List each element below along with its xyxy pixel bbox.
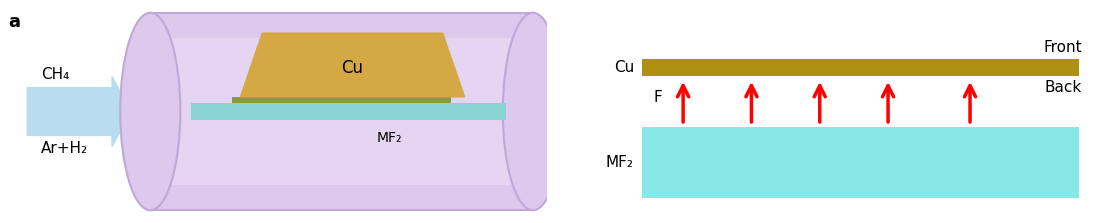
Polygon shape (240, 33, 465, 97)
Text: a: a (9, 13, 20, 31)
Text: MF₂: MF₂ (606, 155, 634, 170)
Text: F: F (654, 90, 662, 105)
Text: Cu: Cu (613, 60, 634, 75)
Text: MF₂: MF₂ (377, 131, 402, 145)
Bar (233, 97, 451, 103)
Bar (191, 103, 506, 120)
Text: Back: Back (1045, 80, 1082, 95)
Bar (151, 38, 533, 185)
Text: Ar+H₂: Ar+H₂ (42, 141, 89, 156)
Text: CH₄: CH₄ (42, 67, 69, 82)
Bar (643, 127, 1080, 198)
Text: Cu: Cu (341, 59, 364, 77)
Bar (151, 13, 533, 210)
FancyArrow shape (27, 76, 131, 147)
Text: Front: Front (1044, 40, 1082, 55)
Ellipse shape (503, 13, 563, 210)
Ellipse shape (120, 13, 180, 210)
Bar (643, 59, 1080, 76)
